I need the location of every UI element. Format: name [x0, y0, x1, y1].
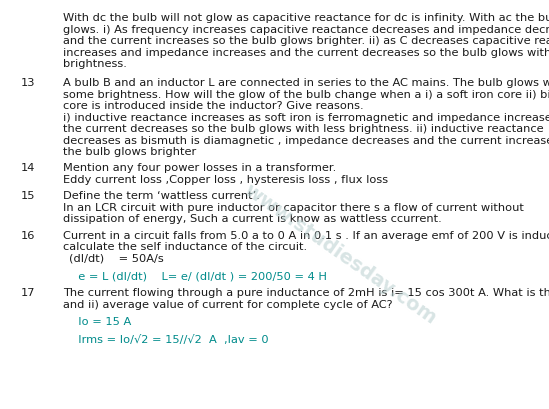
Text: increases and impedance increases and the current decreases so the bulb glows wi: increases and impedance increases and th… [63, 47, 549, 58]
Text: 15: 15 [21, 191, 35, 201]
Text: 17: 17 [21, 287, 35, 297]
Text: some brightness. How will the glow of the bulb change when a i) a soft iron core: some brightness. How will the glow of th… [63, 89, 549, 99]
Text: Eddy current loss ,Copper loss , hysteresis loss , flux loss: Eddy current loss ,Copper loss , hystere… [63, 175, 388, 184]
Text: 16: 16 [21, 230, 35, 240]
Text: and ii) average value of current for complete cycle of AC?: and ii) average value of current for com… [63, 299, 393, 309]
Text: Irms = Io/√2 = 15//√2  A  ,Iav = 0: Irms = Io/√2 = 15//√2 A ,Iav = 0 [71, 334, 269, 344]
Text: Mention any four power losses in a transformer.: Mention any four power losses in a trans… [63, 163, 337, 173]
Text: core is introduced inside the inductor? Give reasons.: core is introduced inside the inductor? … [63, 101, 364, 111]
Text: Current in a circuit falls from 5.0 a to 0 A in 0.1 s . If an average emf of 200: Current in a circuit falls from 5.0 a to… [63, 230, 549, 240]
Text: calculate the self inductance of the circuit.: calculate the self inductance of the cir… [63, 242, 307, 252]
Text: 14: 14 [21, 163, 35, 173]
Text: A bulb B and an inductor L are connected in series to the AC mains. The bulb glo: A bulb B and an inductor L are connected… [63, 78, 549, 88]
Text: Define the term ‘wattless current’.: Define the term ‘wattless current’. [63, 191, 260, 201]
Text: brightness.: brightness. [63, 59, 127, 69]
Text: decreases as bismuth is diamagnetic , impedance decreases and the current increa: decreases as bismuth is diamagnetic , im… [63, 135, 549, 145]
Text: e = L (dI/dt)    L= e/ (dI/dt ) = 200/50 = 4 H: e = L (dI/dt) L= e/ (dI/dt ) = 200/50 = … [71, 271, 327, 281]
Text: With dc the bulb will not glow as capacitive reactance for dc is infinity. With : With dc the bulb will not glow as capaci… [63, 13, 549, 23]
Text: i) inductive reactance increases as soft iron is ferromagnetic and impedance inc: i) inductive reactance increases as soft… [63, 112, 549, 122]
Text: 13: 13 [21, 78, 35, 88]
Text: The current flowing through a pure inductance of 2mH is i= 15 cos 300t A. What i: The current flowing through a pure induc… [63, 287, 549, 297]
Text: Io = 15 A: Io = 15 A [71, 317, 132, 326]
Text: the current decreases so the bulb glows with less brightness. ii) inductive reac: the current decreases so the bulb glows … [63, 124, 544, 134]
Text: and the current increases so the bulb glows brighter. ii) as C decreases capacit: and the current increases so the bulb gl… [63, 36, 549, 46]
Text: (dI/dt)    = 50A/s: (dI/dt) = 50A/s [69, 253, 164, 263]
Text: dissipation of energy, Such a current is know as wattless ccurrent.: dissipation of energy, Such a current is… [63, 214, 442, 224]
Text: In an LCR circuit with pure inductor or capacitor there s a flow of current with: In an LCR circuit with pure inductor or … [63, 202, 524, 212]
Text: glows. i) As frequency increases capacitive reactance decreases and impedance de: glows. i) As frequency increases capacit… [63, 25, 549, 34]
Text: www.studiesday.com: www.studiesday.com [240, 180, 440, 327]
Text: the bulb glows brighter: the bulb glows brighter [63, 147, 197, 157]
